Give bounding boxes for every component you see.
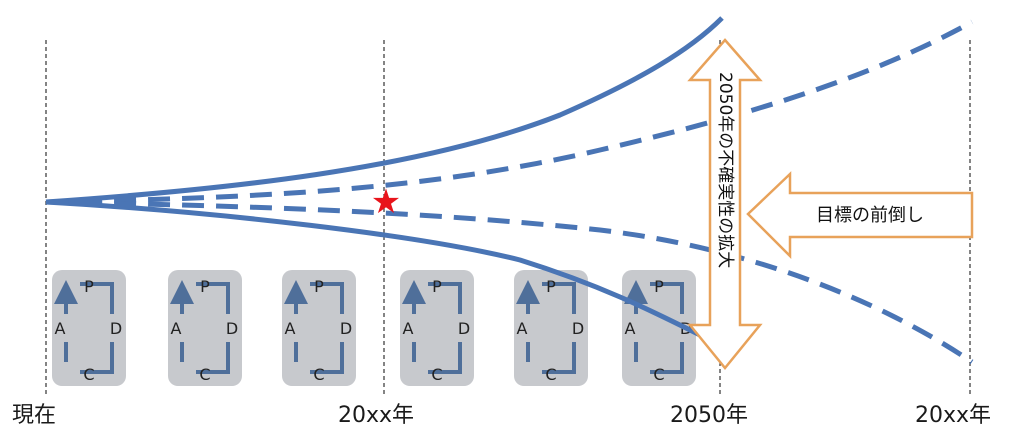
pdca-letter-c: C [653,365,664,384]
upper-solid-curve [45,16,724,205]
lower-solid-curve [45,199,702,338]
pdca-letter-a: A [517,319,528,338]
timeline-label-20xx-first: 20xx年 [338,403,414,427]
pdca-letter-d: D [458,319,470,338]
pdca-letter-c: C [431,365,442,384]
upper-dashed-curve [45,19,974,205]
timeline-label-now: 現在 [12,403,56,427]
uncertainty-arrow-label: 2050年の不確実性の拡大 [715,72,735,268]
pdca-letter-a: A [55,319,66,338]
pdca-cycle-arrows-icon [528,284,576,374]
pdca-letter-c: C [199,365,210,384]
pdca-letter-p: P [654,277,664,296]
pdca-letter-a: A [171,319,182,338]
pdca-letter-a: A [285,319,296,338]
pdca-cycle-box: P D C A [282,270,356,386]
pdca-letter-p: P [84,277,94,296]
pdca-letter-d: D [572,319,584,338]
pdca-letter-a: A [625,319,636,338]
pdca-letter-p: P [432,277,442,296]
pdca-cycle-box: P D C A [168,270,242,386]
pdca-cycle-box: P D C A [400,270,474,386]
lower-dashed-curve [45,199,974,365]
pdca-letter-p: P [546,277,556,296]
pdca-letter-d: D [110,319,122,338]
pdca-letter-a: A [403,319,414,338]
pdca-letter-c: C [313,365,324,384]
timeline-label-2050: 2050年 [670,403,748,427]
pdca-cycle-arrows-icon [414,284,462,374]
pdca-letter-d: D [226,319,238,338]
pdca-cycle-arrows-icon [296,284,344,374]
pdca-cycle-box: P D C A [514,270,588,386]
target-arrow: 目標の前倒し [746,171,974,260]
pdca-cycle-arrows-icon [636,284,684,374]
pdca-cycle-box: P D C A [52,270,126,386]
pdca-letter-p: P [314,277,324,296]
pdca-cycle-arrows-icon [66,284,114,374]
uncertainty-arrow: 2050年の不確実性の拡大 [687,38,763,370]
pdca-letter-c: C [83,365,94,384]
pdca-letter-d: D [340,319,352,338]
pdca-cycle-arrows-icon [182,284,230,374]
timeline-label-20xx-second: 20xx年 [915,403,991,427]
forecast-curves [45,16,974,365]
timeline-labels: 現在 20xx年 2050年 20xx年 [12,403,991,427]
pdca-letter-p: P [200,277,210,296]
target-arrow-label: 目標の前倒し [816,205,924,226]
pdca-letter-c: C [545,365,556,384]
star-marker: ★ [371,182,401,222]
